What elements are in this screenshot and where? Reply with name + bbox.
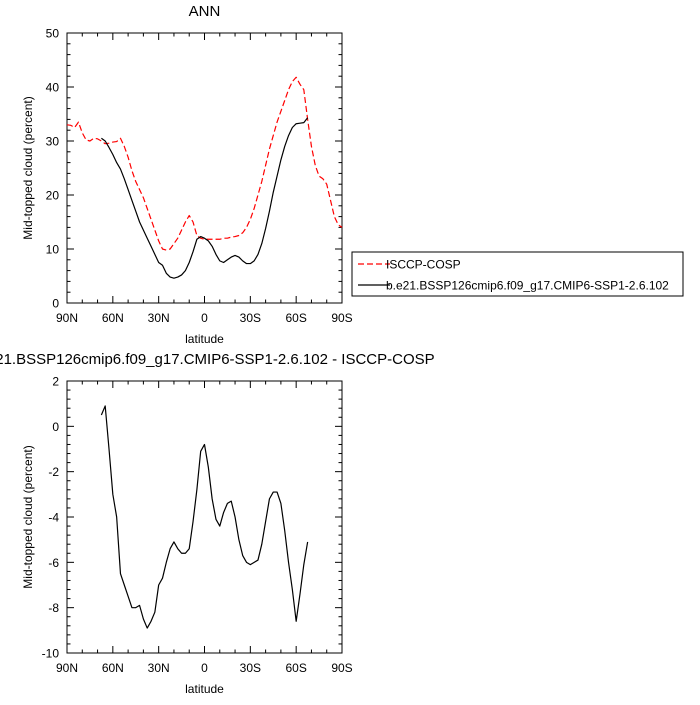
series-line-1: [66, 76, 343, 251]
x-tick-label: 90N: [56, 661, 78, 675]
x-tick-label: 60S: [285, 661, 306, 675]
x-axis-label: latitude: [185, 332, 224, 346]
y-tick-label: 10: [46, 243, 60, 257]
x-tick-label: 0: [201, 661, 208, 675]
y-tick-label: 30: [46, 135, 60, 149]
x-tick-label: 30S: [240, 311, 261, 325]
x-tick-label: 90S: [331, 311, 352, 325]
chart-title: b.e21.BSSP126cmip6.f09_g17.CMIP6-SSP1-2.…: [0, 351, 435, 368]
x-tick-label: 30N: [148, 661, 170, 675]
legend-label-2: b.e21.BSSP126cmip6.f09_g17.CMIP6-SSP1-2.…: [386, 279, 669, 293]
y-axis-label: Mid-topped cloud (percent): [21, 96, 35, 239]
y-tick-label: -6: [48, 556, 59, 570]
x-tick-label: 90N: [56, 311, 78, 325]
x-tick-label: 60S: [285, 311, 306, 325]
plot-frame: [66, 32, 343, 304]
chart-panel-1: ANN 0 10 20 30 40 50 90N 60N 30N 0 30S 60S 90S latitud…: [21, 3, 684, 346]
legend-box: [351, 251, 684, 297]
series-line-2: [101, 117, 309, 279]
y-tick-label: 0: [52, 297, 59, 311]
series-line-1: [100, 405, 309, 629]
y-tick-label: 20: [46, 189, 60, 203]
y-tick-label: -2: [48, 465, 59, 479]
y-tick-label: 40: [46, 81, 60, 95]
x-tick-label: 90S: [331, 661, 352, 675]
x-tick-label: 60N: [102, 311, 124, 325]
y-tick-label: -8: [48, 601, 59, 615]
x-tick-label: 60N: [102, 661, 124, 675]
x-tick-label: 0: [201, 311, 208, 325]
legend-label-1: ISCCP-COSP: [386, 258, 461, 272]
chart-title: ANN: [189, 3, 221, 20]
y-tick-label: -4: [48, 511, 59, 525]
x-tick-label: 30S: [240, 661, 261, 675]
x-axis-label: latitude: [185, 682, 224, 696]
plot-frame: [66, 380, 343, 654]
y-tick-label: 0: [52, 420, 59, 434]
x-tick-label: 30N: [148, 311, 170, 325]
chart-panel-2: b.e21.BSSP126cmip6.f09_g17.CMIP6-SSP1-2.…: [0, 351, 435, 696]
y-tick-label: 50: [46, 27, 60, 41]
y-tick-label: -10: [42, 647, 60, 661]
y-axis-label: Mid-topped cloud (percent): [21, 445, 35, 588]
y-tick-label: 2: [52, 375, 59, 389]
